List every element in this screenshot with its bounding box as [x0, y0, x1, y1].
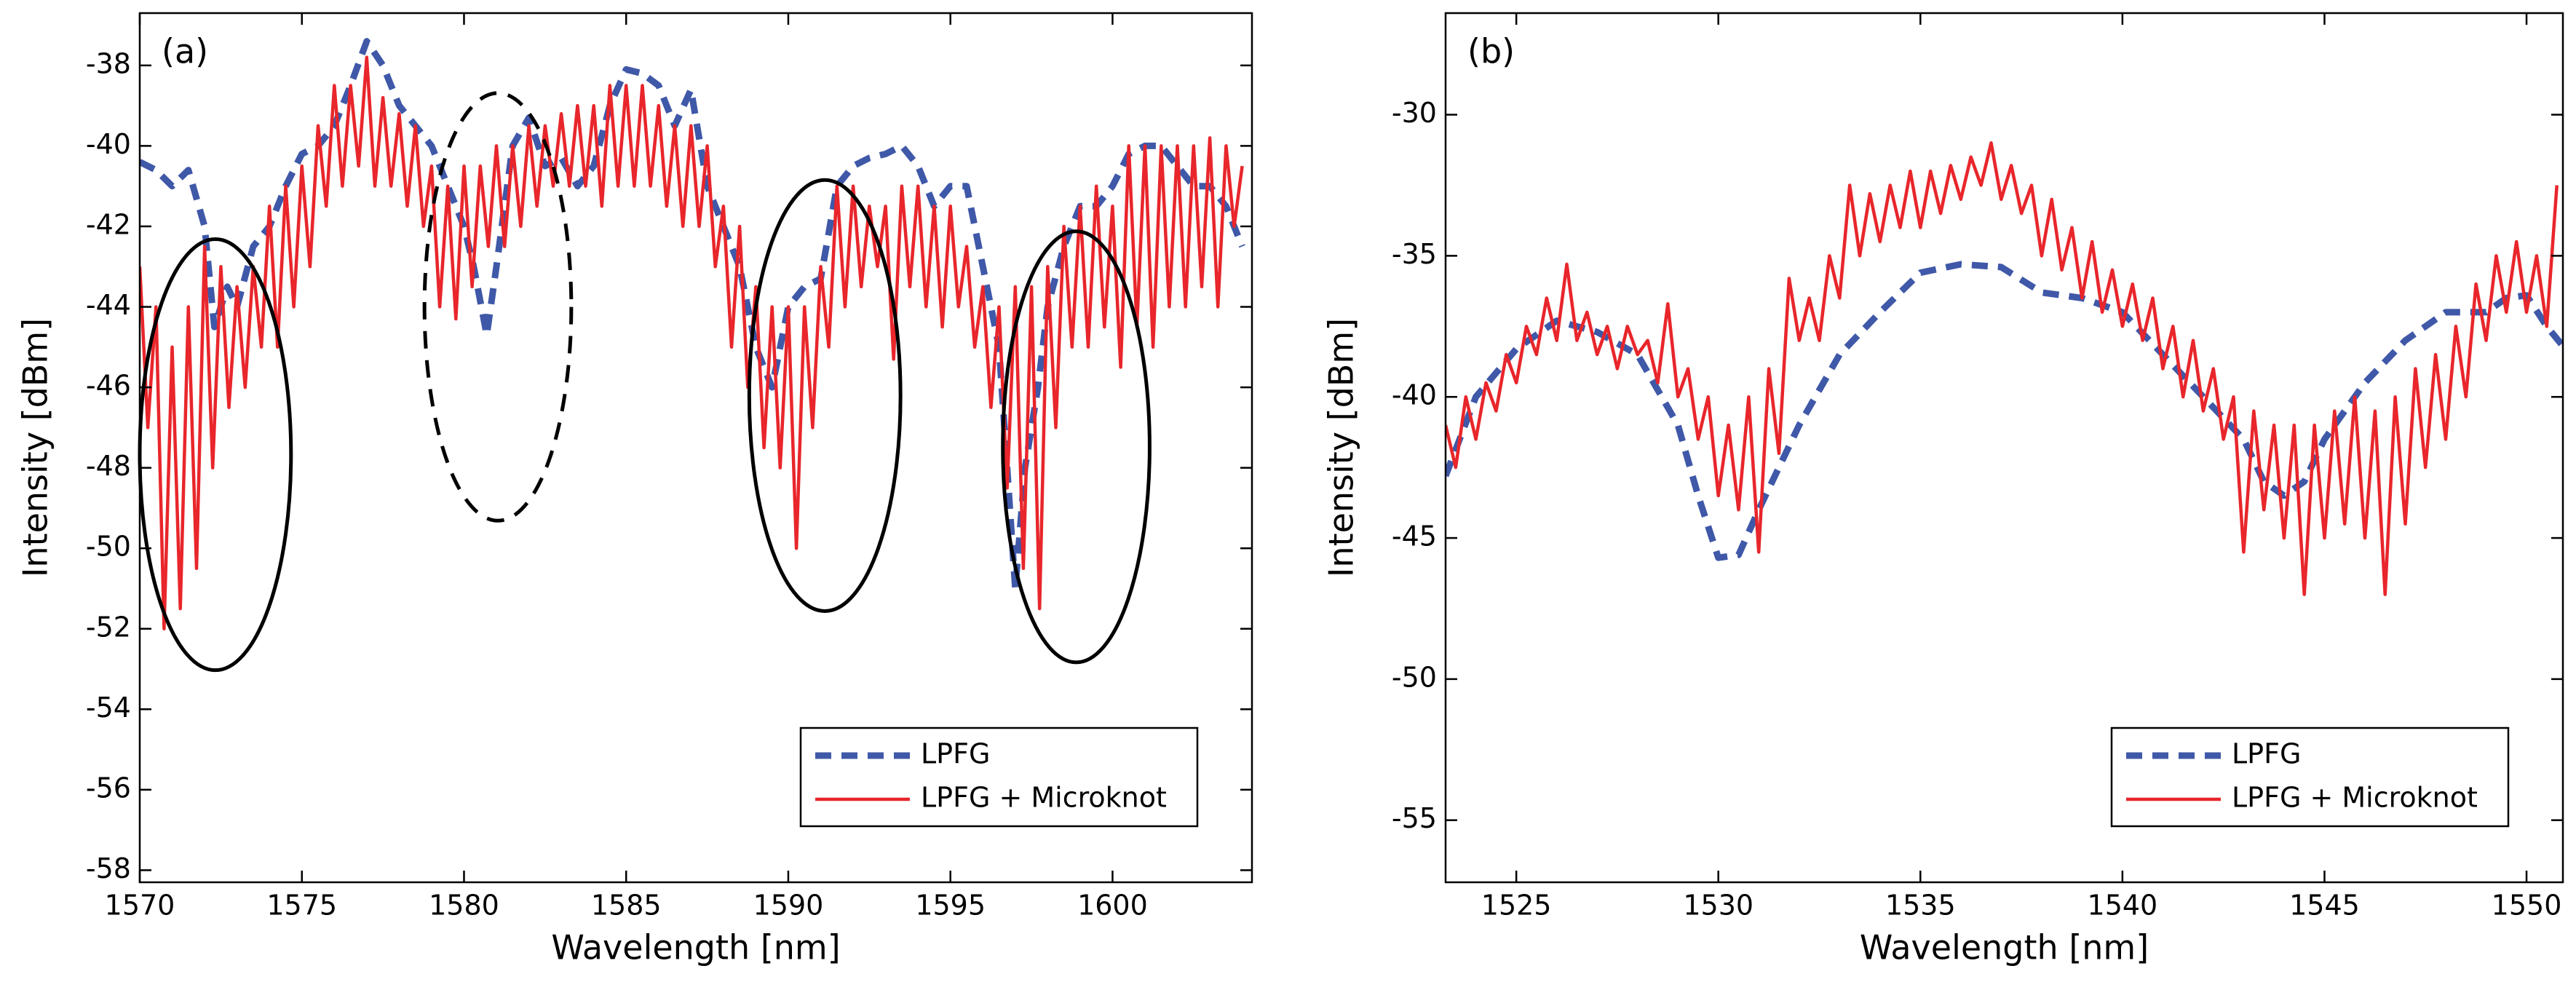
x-tick-label: 1530: [1683, 890, 1753, 922]
x-tick-label: 1570: [105, 890, 175, 922]
y-tick-label: -56: [86, 772, 131, 804]
y-tick-label: -55: [1392, 802, 1437, 834]
y-tick-label: -46: [86, 370, 131, 402]
y-tick-label: -40: [1392, 379, 1437, 411]
x-tick-label: 1540: [2088, 890, 2158, 922]
y-tick-label: -45: [1392, 520, 1437, 553]
y-tick-label: -58: [86, 852, 131, 884]
panel-label: (b): [1467, 32, 1515, 71]
y-tick-label: -50: [86, 531, 131, 563]
legend-box: [799, 726, 1199, 828]
annotation-ellipse: [422, 91, 574, 523]
x-tick-label: 1580: [429, 890, 499, 922]
series-line: [1446, 141, 2559, 596]
series-line: [140, 55, 1244, 631]
y-tick-label: -38: [86, 47, 131, 79]
legend-label: LPFG: [2232, 738, 2301, 770]
x-tick-label: 1525: [1481, 890, 1552, 922]
legend-box: [2110, 726, 2510, 828]
x-axis-label: Wavelength [nm]: [1860, 928, 2149, 967]
x-tick-label: 1600: [1077, 890, 1148, 922]
legend-label: LPFG: [921, 738, 990, 770]
y-tick-label: -40: [86, 128, 131, 160]
legend-label: LPFG + Microknot: [921, 782, 1167, 814]
y-axis-label: Intensity [dBm]: [1322, 318, 1361, 577]
x-tick-label: 1590: [753, 890, 824, 922]
y-tick-label: -50: [1392, 661, 1437, 693]
panel-label: (a): [162, 32, 208, 71]
x-tick-label: 1535: [1885, 890, 1956, 922]
x-tick-label: 1575: [266, 890, 337, 922]
axes-box: [138, 12, 1253, 884]
legend-label: LPFG + Microknot: [2232, 782, 2478, 814]
y-axis-label: Intensity [dBm]: [16, 318, 55, 577]
x-tick-label: 1545: [2289, 890, 2360, 922]
y-tick-label: -42: [86, 208, 131, 240]
y-tick-label: -30: [1392, 97, 1437, 129]
y-tick-label: -35: [1392, 238, 1437, 270]
axes-box: [1444, 12, 2564, 884]
annotation-ellipse: [1001, 229, 1152, 665]
y-tick-label: -48: [86, 450, 131, 482]
x-tick-label: 1595: [915, 890, 986, 922]
annotation-ellipse: [747, 178, 903, 613]
x-tick-label: 1550: [2492, 890, 2562, 922]
y-tick-label: -44: [86, 289, 131, 321]
y-tick-label: -54: [86, 692, 131, 724]
x-axis-label: Wavelength [nm]: [551, 928, 840, 967]
y-tick-label: -52: [86, 611, 131, 643]
x-tick-label: 1585: [591, 890, 662, 922]
